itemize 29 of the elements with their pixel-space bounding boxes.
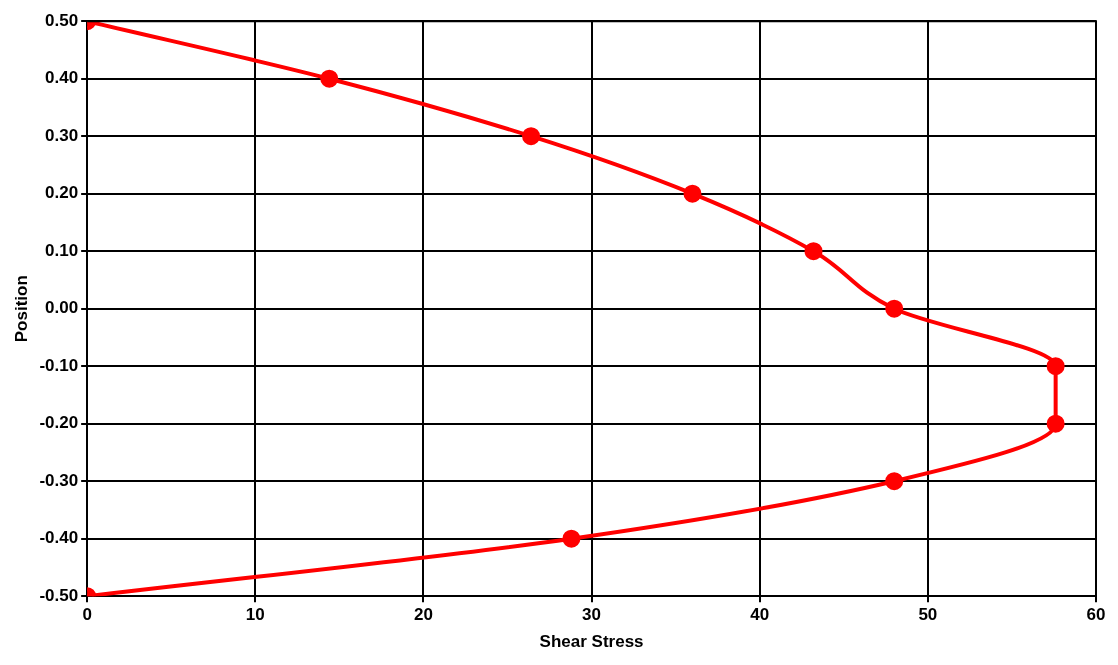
y-tick-label: -0.20 (39, 413, 79, 433)
y-axis-title: Position (11, 275, 31, 343)
point (885, 299, 904, 318)
x-tick-label: 60 (1086, 605, 1106, 625)
point (1046, 414, 1065, 433)
y-tick-label: -0.30 (39, 470, 79, 490)
point (1046, 357, 1065, 376)
y-tick-label: 0.10 (45, 240, 79, 260)
y-tick-label: -0.40 (39, 528, 79, 548)
point (320, 69, 339, 88)
y-tick-label: -0.10 (39, 355, 79, 375)
y-tick-label: 0.50 (45, 10, 79, 30)
y-tick-label: -0.50 (39, 585, 79, 605)
point (562, 529, 581, 548)
point (885, 472, 904, 491)
y-tick-label: 0.30 (45, 125, 79, 145)
y-tick-label: 0.20 (45, 183, 79, 203)
y-tick-label: 0.00 (45, 298, 79, 318)
x-tick-label: 0 (82, 605, 92, 625)
point (683, 184, 702, 203)
x-tick-label: 10 (245, 605, 265, 625)
y-tick-label: 0.40 (45, 68, 79, 88)
point (804, 242, 823, 261)
x-tick-label: 30 (582, 605, 602, 625)
point (522, 127, 541, 146)
x-axis-title: Shear Stress (539, 632, 644, 652)
x-tick-label: 40 (750, 605, 770, 625)
x-tick-label: 50 (918, 605, 938, 625)
x-tick-label: 20 (413, 605, 433, 625)
